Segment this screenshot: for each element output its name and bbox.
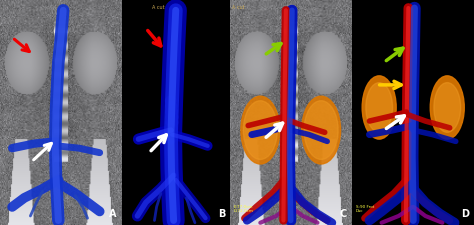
Ellipse shape — [167, 130, 176, 139]
Ellipse shape — [243, 101, 277, 160]
Text: A cut: A cut — [152, 5, 165, 10]
Text: D: D — [462, 208, 469, 218]
Ellipse shape — [241, 97, 280, 164]
Ellipse shape — [165, 102, 177, 111]
Ellipse shape — [304, 101, 338, 160]
Ellipse shape — [362, 76, 396, 140]
Ellipse shape — [167, 135, 175, 144]
Text: E:77.0cm
D:72.0cm: E:77.0cm D:72.0cm — [234, 204, 254, 212]
Text: B: B — [218, 208, 225, 218]
Text: S:90 Frot
Dsc: S:90 Frot Dsc — [356, 204, 374, 212]
Ellipse shape — [366, 83, 392, 133]
Ellipse shape — [165, 97, 176, 106]
Text: A: A — [109, 208, 117, 218]
Ellipse shape — [430, 76, 464, 140]
Ellipse shape — [301, 97, 340, 164]
Ellipse shape — [166, 124, 177, 133]
Ellipse shape — [166, 108, 177, 117]
Ellipse shape — [166, 113, 178, 122]
Ellipse shape — [166, 119, 178, 128]
Text: C: C — [339, 208, 346, 218]
Text: A cut: A cut — [232, 4, 245, 9]
Ellipse shape — [434, 83, 461, 133]
